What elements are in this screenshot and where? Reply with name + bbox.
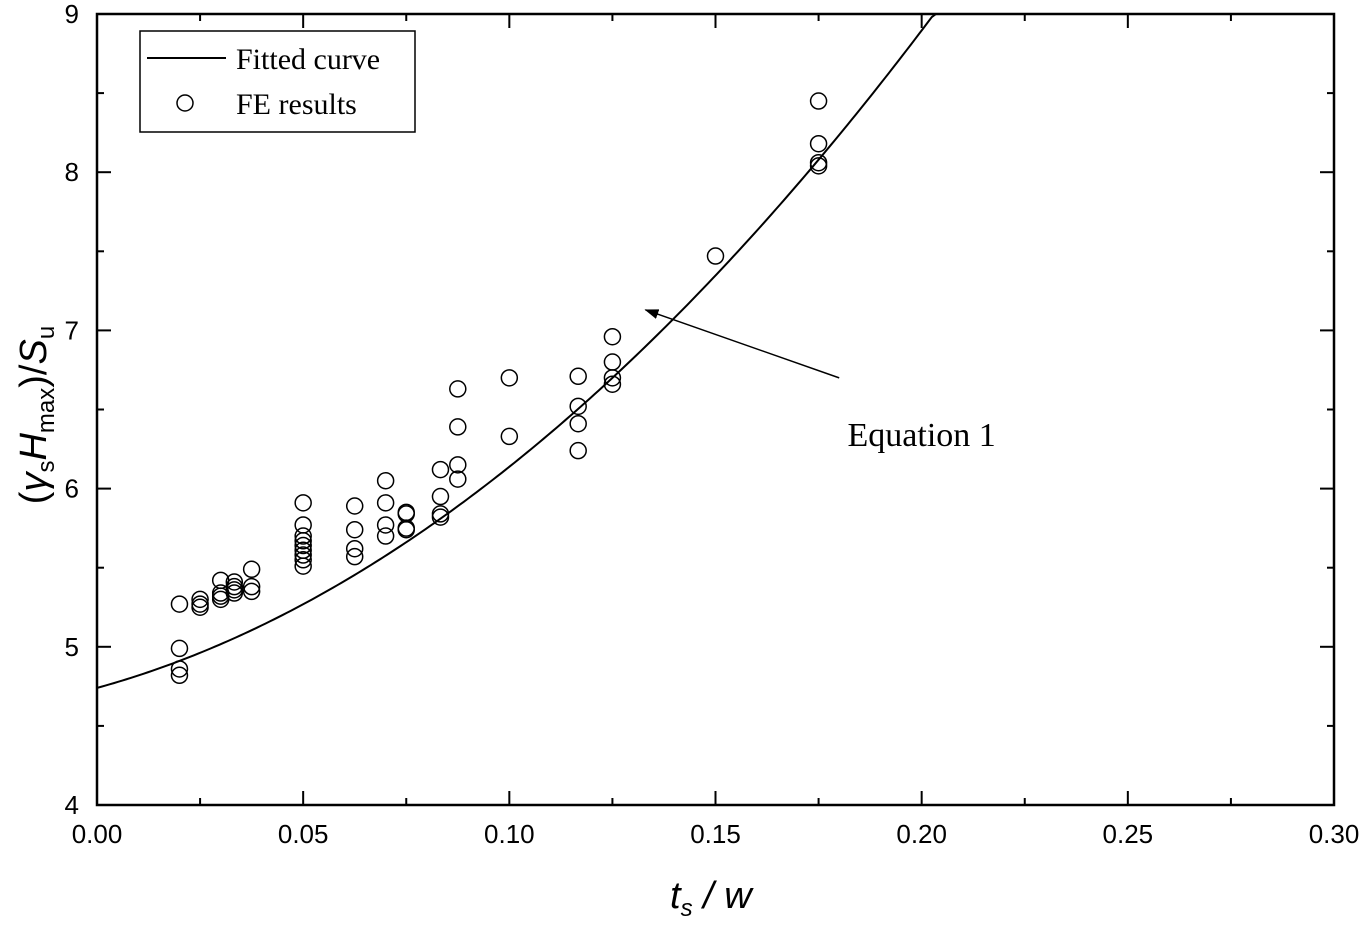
fe-result-point bbox=[500, 369, 519, 387]
fe-result-point bbox=[170, 660, 189, 678]
fe-result-point bbox=[376, 471, 395, 490]
fe-result-point bbox=[345, 539, 364, 558]
fitted-curve-line bbox=[96, 13, 941, 689]
fe-result-point bbox=[603, 369, 622, 387]
fe-result-point bbox=[170, 666, 189, 685]
fe-result-point bbox=[397, 520, 415, 539]
fe-result-point bbox=[294, 494, 312, 512]
fe-result-point bbox=[449, 380, 467, 398]
fe-result-point bbox=[603, 327, 622, 346]
fe-result-point bbox=[345, 520, 364, 539]
fe-result-point bbox=[376, 527, 395, 545]
x-tick-label: 0.00 bbox=[72, 819, 123, 849]
fe-result-point bbox=[449, 418, 467, 436]
fe-result-point bbox=[191, 595, 209, 613]
fe-result-point bbox=[449, 470, 467, 488]
fe-result-point bbox=[225, 584, 244, 602]
x-axis-ticks: 0.00 0.05 0.10 0.15 0.20 0.25 0.30 bbox=[72, 14, 1360, 849]
x-axis-title: ts / w bbox=[670, 875, 754, 922]
fe-result-point bbox=[500, 427, 519, 446]
fe-result-point bbox=[242, 577, 261, 596]
x-tick-label: 0.10 bbox=[484, 819, 535, 849]
x-tick-label: 0.05 bbox=[278, 819, 329, 849]
x-tick-label: 0.15 bbox=[690, 819, 741, 849]
fe-result-point bbox=[170, 595, 189, 613]
legend: Fitted curve FE results bbox=[139, 30, 416, 133]
y-tick-label: 8 bbox=[65, 157, 79, 187]
annotation-arrow bbox=[644, 309, 840, 379]
fe-result-point bbox=[569, 441, 587, 460]
fe-result-point bbox=[225, 573, 244, 591]
fe-result-point bbox=[294, 551, 312, 569]
fe-result-point bbox=[569, 414, 587, 433]
y-tick-label: 5 bbox=[65, 632, 79, 662]
fe-result-point bbox=[449, 456, 467, 474]
fe-result-point bbox=[242, 582, 261, 601]
fe-result-point bbox=[809, 153, 828, 172]
fe-result-point bbox=[170, 639, 189, 658]
fe-result-point bbox=[431, 460, 450, 479]
fe-result-point bbox=[191, 590, 209, 609]
y-tick-label: 6 bbox=[65, 474, 79, 504]
y-axis-title: (γsHmax)/Su bbox=[13, 326, 60, 504]
fe-result-point bbox=[225, 577, 244, 596]
annotation-equation-1: Equation 1 bbox=[848, 417, 996, 454]
fe-result-point bbox=[294, 546, 312, 564]
fe-result-point bbox=[345, 497, 364, 515]
y-tick-label: 9 bbox=[65, 0, 79, 29]
fe-result-point bbox=[603, 353, 622, 371]
legend-label-fitted-curve: Fitted curve bbox=[236, 43, 380, 76]
x-tick-label: 0.25 bbox=[1103, 819, 1154, 849]
fe-result-point bbox=[809, 92, 828, 110]
fe-result-point bbox=[431, 487, 450, 506]
fe-result-point bbox=[569, 397, 587, 416]
fe-result-point bbox=[809, 157, 828, 175]
fe-result-point bbox=[345, 547, 364, 566]
legend-circle-swatch bbox=[176, 94, 194, 112]
y-tick-label: 4 bbox=[65, 790, 79, 820]
y-tick-label: 7 bbox=[65, 315, 79, 345]
fe-result-point bbox=[431, 508, 450, 526]
fe-result-point bbox=[809, 134, 828, 153]
fe-result-point bbox=[294, 557, 312, 575]
fe-result-point bbox=[376, 494, 395, 512]
fe-result-point bbox=[603, 375, 622, 393]
fe-result-point bbox=[376, 516, 395, 534]
fe-result-point bbox=[294, 527, 312, 545]
x-tick-label: 0.20 bbox=[896, 819, 947, 849]
legend-box bbox=[139, 30, 416, 133]
fe-result-point bbox=[569, 367, 587, 386]
legend-label-fe-results: FE results bbox=[236, 88, 357, 121]
fe-result-point bbox=[706, 247, 725, 265]
fe-result-point bbox=[294, 532, 312, 550]
fe-result-point bbox=[242, 560, 261, 579]
x-tick-label: 0.30 bbox=[1309, 819, 1360, 849]
plot-area bbox=[96, 13, 941, 689]
y-axis-ticks: 4 5 6 7 8 9 bbox=[65, 0, 1334, 820]
fe-results-points bbox=[170, 92, 828, 685]
fe-result-point bbox=[397, 503, 415, 522]
fe-result-point bbox=[294, 536, 312, 555]
